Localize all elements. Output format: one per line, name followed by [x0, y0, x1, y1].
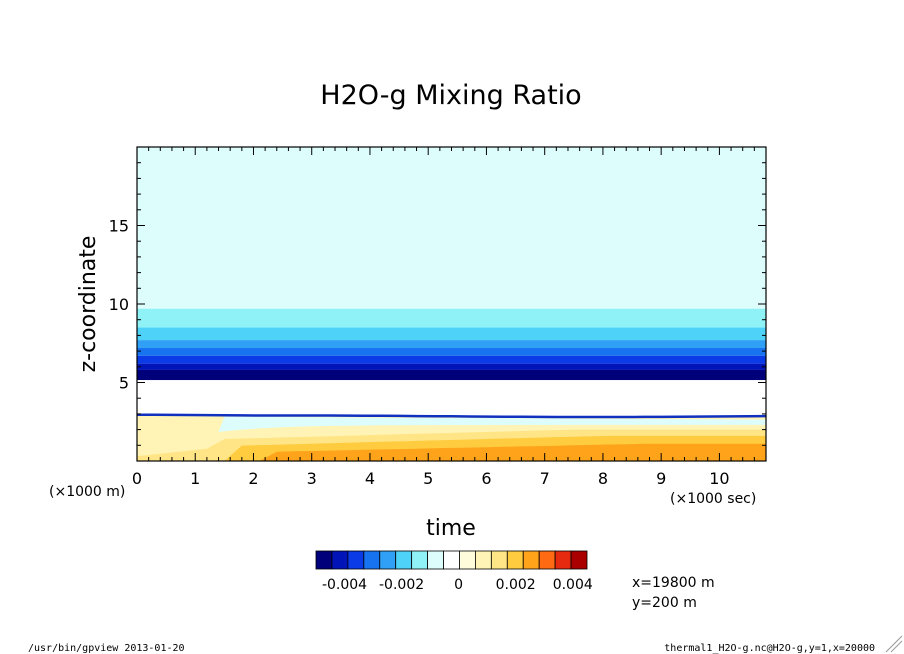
- y-unit-label: (×1000 m): [49, 484, 125, 500]
- y-axis-label: z-coordinate: [76, 236, 101, 373]
- y-tick-label: 10: [109, 295, 129, 314]
- heatmap-layer-5: [137, 443, 766, 461]
- y-tick-label: 15: [109, 217, 129, 236]
- colorbar-swatch: [538, 550, 556, 570]
- heatmap-band-5: [137, 355, 766, 364]
- colorbar-swatch: [459, 550, 476, 570]
- chart-title: H2O-g Mixing Ratio: [320, 80, 581, 111]
- colorbar-tick-label: 0.004: [553, 577, 593, 593]
- annotation-x: x=19800 m: [632, 575, 715, 591]
- colorbar-swatch: [411, 550, 428, 570]
- colorbar-swatch: [395, 550, 413, 570]
- colorbar-swatch: [331, 550, 349, 570]
- heatmap-band-0: [137, 147, 766, 309]
- heatmap-band-neutral: [137, 380, 766, 416]
- x-tick-label: 5: [423, 469, 433, 488]
- colorbar-tick-label: -0.004: [322, 577, 367, 593]
- colorbar-tick-label: 0.002: [496, 577, 536, 593]
- x-tick-label: 3: [307, 469, 317, 488]
- heatmap-band-2: [137, 327, 766, 341]
- colorbar-swatch: [315, 550, 333, 570]
- x-tick-label: 4: [365, 469, 375, 488]
- x-axis-label: time: [426, 516, 476, 541]
- colorbar: -0.004 -0.002 0 0.002 0.004: [315, 550, 593, 593]
- heatmap-band-7: [137, 369, 766, 381]
- colorbar-tick-label: 0: [454, 577, 463, 593]
- x-tick-label: 1: [190, 469, 200, 488]
- y-tick-label: 5: [119, 374, 129, 393]
- x-tick-label: 0: [132, 469, 142, 488]
- heatmap-band-4: [137, 347, 766, 356]
- colorbar-swatch: [379, 550, 397, 570]
- resize-grip-icon: [885, 635, 903, 653]
- colorbar-tick-label: -0.002: [379, 577, 424, 593]
- heatmap-band-1: [137, 308, 766, 328]
- x-unit-label: (×1000 sec): [670, 491, 756, 507]
- x-tick-label: 9: [656, 469, 666, 488]
- colorbar-swatch: [347, 550, 365, 570]
- x-tick-label: 8: [598, 469, 608, 488]
- colorbar-swatch: [475, 550, 492, 570]
- x-tick-label: 10: [709, 469, 729, 488]
- boundary-layer-top: [137, 413, 766, 419]
- y-axis: 5 10 15: [109, 146, 766, 462]
- heatmap-band-3: [137, 340, 766, 348]
- annotation-y: y=200 m: [632, 595, 697, 611]
- footer-left: /usr/bin/gpview 2013-01-20: [28, 643, 185, 654]
- colorbar-swatch: [506, 550, 524, 570]
- x-tick-label: 7: [540, 469, 550, 488]
- footer-right: thermal1_H2O-g.nc@H2O-g,y=1,x=20000: [664, 643, 875, 654]
- colorbar-swatch: [522, 550, 540, 570]
- colorbar-swatch: [570, 550, 588, 570]
- heatmap-band-6: [137, 363, 766, 370]
- colorbar-swatch: [443, 550, 460, 570]
- x-axis: 0 1 2 3 4 5 6 7 8 9 10: [132, 147, 767, 488]
- x-tick-label: 6: [481, 469, 491, 488]
- heatmap-field: [137, 147, 766, 461]
- x-tick-label: 2: [248, 469, 258, 488]
- colorbar-swatch: [363, 550, 381, 570]
- colorbar-swatch: [427, 550, 444, 570]
- colorbar-swatch: [554, 550, 572, 570]
- colorbar-swatch: [490, 550, 508, 570]
